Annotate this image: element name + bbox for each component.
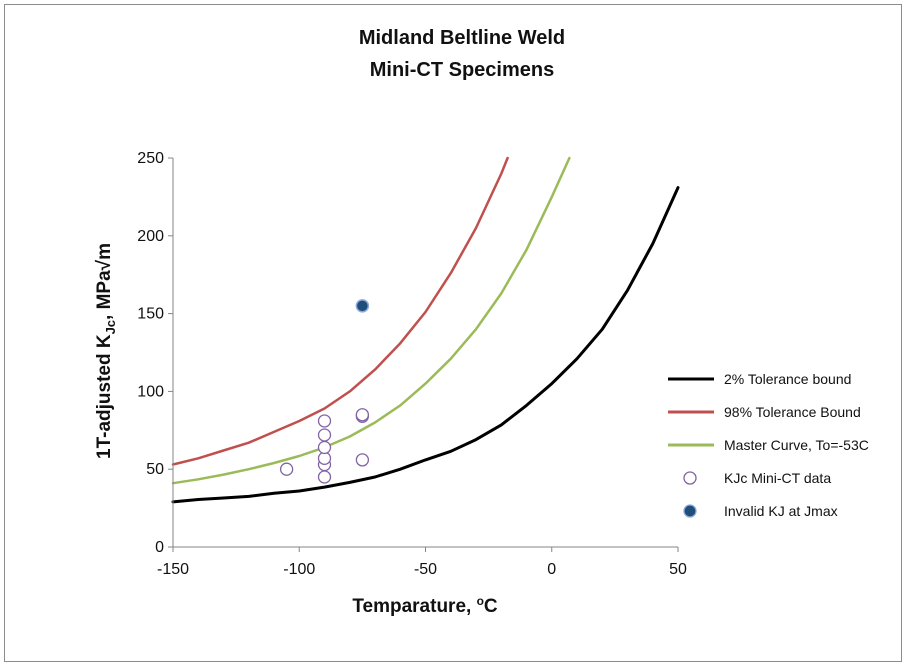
x-axis-label-unit-sup: o	[477, 594, 484, 608]
legend-swatch-invalid-kj-at-jmax	[683, 504, 697, 518]
data-point-kjc-mini-ct-data-5	[317, 428, 332, 442]
y-tick-label: 0	[155, 539, 164, 556]
x-axis-label: Temparature, oC	[352, 594, 498, 617]
y-tick-label: 50	[146, 461, 164, 478]
chart-frame	[4, 4, 902, 662]
legend-label-2-tolerance-bound: 2% Tolerance bound	[724, 371, 851, 387]
data-point-kjc-mini-ct-data-3	[317, 451, 332, 465]
chart-legend: 2% Tolerance bound 98% Tolerance Bound Mas…	[668, 371, 869, 519]
chart-title-line-1: Midland Beltline Weld	[359, 27, 565, 49]
legend-label-98-tolerance-bound: 98% Tolerance Bound	[724, 404, 861, 420]
x-axis-label-text: Temparature,	[352, 596, 476, 617]
y-tick-label: 200	[137, 228, 164, 245]
series-line-2-tolerance-bound	[171, 186, 680, 504]
y-axis-label-sub: Jc	[103, 320, 118, 334]
series-line-98-tolerance-bound	[171, 156, 509, 466]
data-point-kjc-mini-ct-data-9	[355, 408, 370, 422]
x-tick-label: 50	[669, 561, 687, 578]
series-line-master-curve-to-53c	[171, 156, 571, 485]
x-tick-label: -150	[157, 561, 189, 578]
chart-title-line-2: Mini-CT Specimens	[370, 59, 554, 81]
data-point-kjc-mini-ct-data-4	[317, 440, 332, 455]
y-tick-label: 150	[137, 306, 164, 323]
axes: 0 50 100 150 200 250 -150 -100 -50 0 50	[137, 150, 687, 578]
legend-label-master-curve-to-53c: Master Curve, To=-53C	[724, 437, 869, 453]
x-tick-label: 0	[547, 561, 556, 578]
legend-label-invalid-kj-at-jmax: Invalid KJ at Jmax	[724, 503, 838, 519]
data-point-kjc-mini-ct-data-7	[355, 453, 370, 467]
y-axis-label-prefix: 1T-adjusted K	[94, 334, 115, 459]
data-point-kjc-mini-ct-data-1	[317, 470, 332, 484]
data-point-invalid-kj-at-jmax-0	[355, 299, 370, 313]
data-point-kjc-mini-ct-data-6	[317, 414, 332, 428]
y-axis-label-suffix: , MPa√m	[94, 243, 115, 320]
x-tick-label: -100	[283, 561, 315, 578]
data-point-kjc-mini-ct-data-0	[279, 462, 294, 476]
y-tick-label: 250	[137, 150, 164, 167]
x-tick-label: -50	[414, 561, 437, 578]
legend-label-kjc-mini-ct-data: KJc Mini-CT data	[724, 470, 831, 486]
plot-area	[171, 156, 680, 504]
legend-swatch-kjc-mini-ct-data	[683, 471, 697, 485]
x-axis-label-unit: C	[484, 596, 498, 617]
y-axis-label: 1T-adjusted KJc, MPa√m	[94, 243, 118, 459]
y-tick-label: 100	[137, 383, 164, 400]
